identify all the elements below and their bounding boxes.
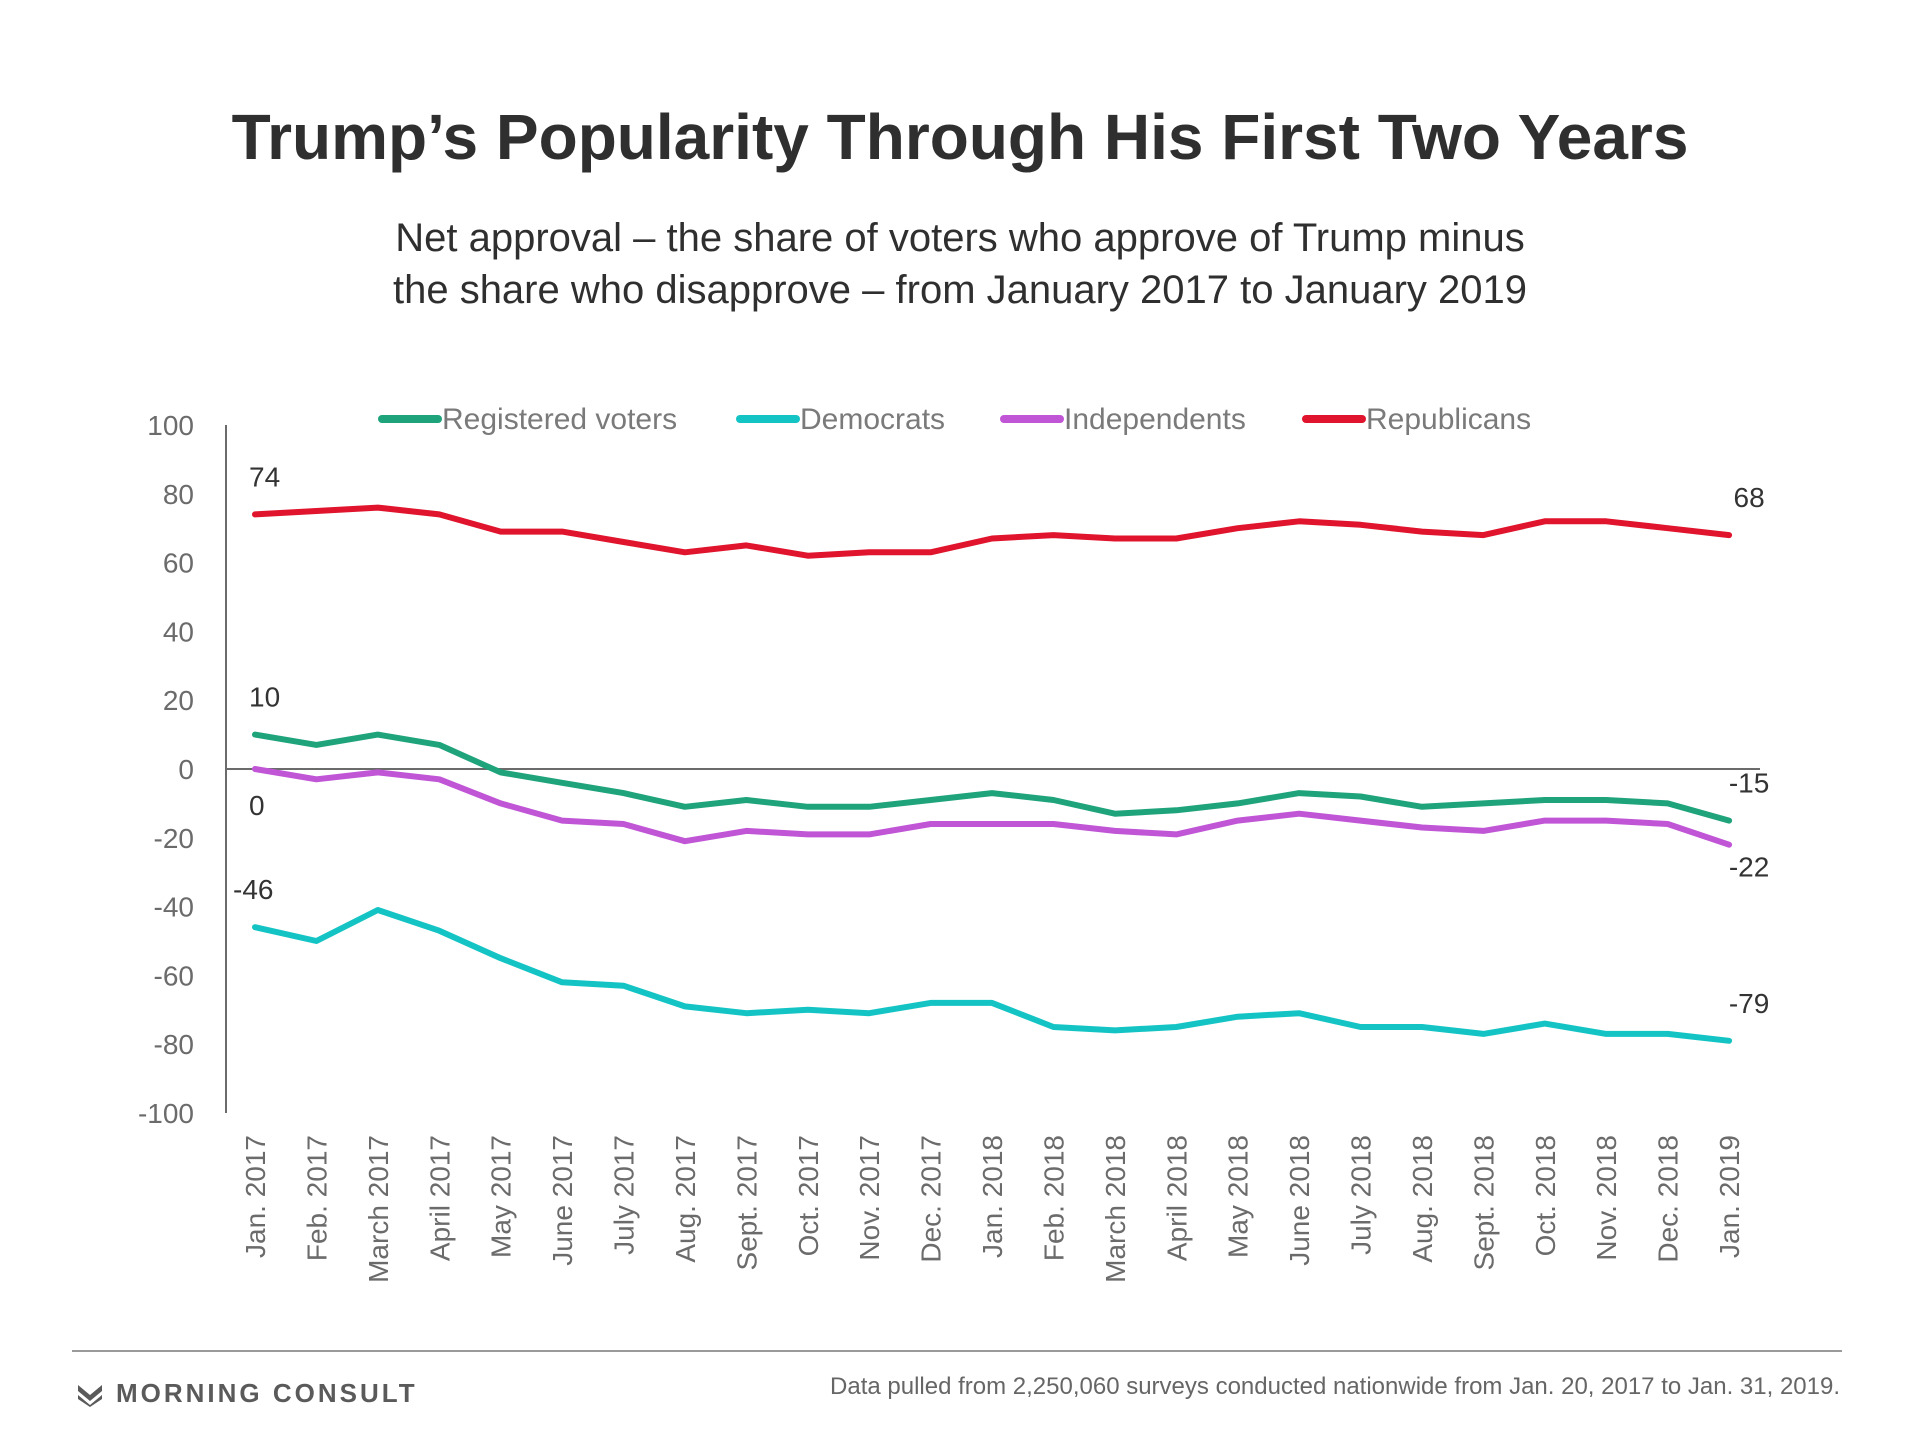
end-data-label: 68 — [1734, 482, 1765, 513]
legend-label: Independents — [1064, 403, 1246, 436]
end-data-label: -22 — [1729, 852, 1769, 883]
y-tick-label: -60 — [154, 960, 194, 991]
x-tick-label: Jan. 2017 — [240, 1135, 271, 1258]
brand-logo: MORNING CONSULT — [76, 1378, 418, 1409]
series-lines — [252, 504, 1733, 1044]
chart-title: Trump’s Popularity Through His First Two… — [231, 101, 1689, 173]
start-data-label: 10 — [249, 682, 280, 713]
series-line — [252, 907, 1733, 1044]
x-tick-label: Nov. 2018 — [1591, 1135, 1622, 1261]
y-tick-label: -100 — [138, 1098, 194, 1129]
end-data-label: -79 — [1729, 988, 1769, 1019]
x-axis-tick-labels: Jan. 2017 Feb. 2017 March 2017 April 2017 Ma… — [240, 1135, 1745, 1283]
source-note: Data pulled from 2,250,060 surveys condu… — [830, 1373, 1840, 1400]
x-tick-label: April 2018 — [1161, 1135, 1192, 1261]
x-tick-label: Dec. 2017 — [916, 1135, 947, 1263]
end-data-label: -15 — [1729, 768, 1769, 799]
x-tick-label: Dec. 2018 — [1653, 1135, 1684, 1263]
start-data-label: 0 — [249, 790, 265, 821]
x-tick-label: Oct. 2017 — [793, 1135, 824, 1256]
y-tick-label: 80 — [163, 479, 194, 510]
chart-subtitle: Net approval – the share of voters who a… — [0, 212, 1920, 316]
y-tick-label: 0 — [178, 754, 194, 785]
brand-name: MORNING CONSULT — [116, 1378, 418, 1408]
axes — [225, 425, 1760, 1113]
x-tick-label: June 2017 — [547, 1135, 578, 1266]
series-line — [252, 766, 1733, 848]
y-axis-tick-labels: 100 80 60 40 20 0 -20 -40 -60 -80 -100 — [138, 410, 194, 1129]
x-tick-label: July 2017 — [609, 1135, 640, 1255]
start-data-label: -46 — [233, 874, 273, 905]
series-line — [252, 504, 1733, 559]
x-tick-label: March 2017 — [363, 1135, 394, 1283]
x-tick-label: Sept. 2017 — [731, 1135, 762, 1270]
data-labels: 10 -15 -46 -79 0 -22 74 68 — [233, 461, 1769, 1018]
x-tick-label: April 2017 — [424, 1135, 455, 1261]
x-tick-label: Sept. 2018 — [1468, 1135, 1499, 1270]
x-tick-label: May 2018 — [1223, 1135, 1254, 1258]
legend-label: Democrats — [800, 403, 945, 436]
y-tick-label: 40 — [163, 616, 194, 647]
subtitle-line-2: the share who disapprove – from January … — [392, 268, 1528, 312]
x-tick-label: June 2018 — [1284, 1135, 1315, 1266]
x-tick-label: Nov. 2017 — [854, 1135, 885, 1261]
y-tick-label: -40 — [154, 892, 194, 923]
footer-divider — [72, 1350, 1842, 1352]
x-tick-label: Feb. 2018 — [1038, 1135, 1069, 1261]
x-tick-label: July 2018 — [1346, 1135, 1377, 1255]
subtitle-line-1: Net approval – the share of voters who a… — [395, 216, 1525, 260]
x-tick-label: Jan. 2019 — [1714, 1135, 1745, 1258]
y-tick-label: 60 — [163, 548, 194, 579]
y-tick-label: -20 — [154, 823, 194, 854]
x-tick-label: Feb. 2017 — [301, 1135, 332, 1261]
y-tick-label: -80 — [154, 1029, 194, 1060]
line-chart: Registered voters Democrats Independents Re… — [138, 403, 1769, 1283]
x-tick-label: Aug. 2018 — [1407, 1135, 1438, 1263]
x-tick-label: May 2017 — [486, 1135, 517, 1258]
legend-label: Registered voters — [442, 403, 677, 436]
x-tick-label: Oct. 2018 — [1530, 1135, 1561, 1256]
legend-label: Republicans — [1366, 403, 1531, 436]
x-tick-label: March 2018 — [1100, 1135, 1131, 1283]
series-line — [252, 731, 1733, 824]
x-tick-label: Aug. 2017 — [670, 1135, 701, 1263]
legend: Registered voters Democrats Independents Re… — [378, 403, 1531, 436]
start-data-label: 74 — [249, 461, 280, 492]
morning-consult-mark-icon — [78, 1384, 102, 1407]
x-tick-label: Jan. 2018 — [977, 1135, 1008, 1258]
y-tick-label: 20 — [163, 685, 194, 716]
y-tick-label: 100 — [147, 410, 194, 441]
